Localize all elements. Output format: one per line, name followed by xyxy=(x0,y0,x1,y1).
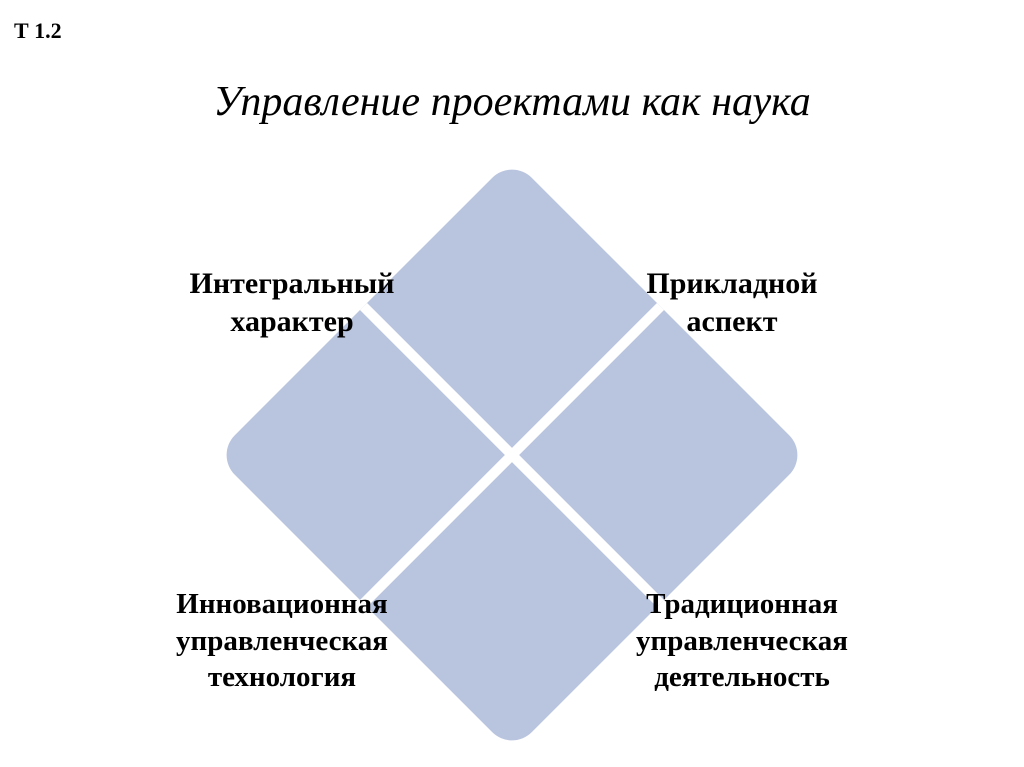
label-line: Интегральный xyxy=(112,265,472,303)
label-line: Прикладной xyxy=(552,265,912,303)
label-line: характер xyxy=(112,303,472,341)
label-line: Традиционная xyxy=(552,586,932,622)
label-line: деятельность xyxy=(552,659,932,695)
label-line: аспект xyxy=(552,303,912,341)
label-line: технология xyxy=(92,659,472,695)
label-line: управленческая xyxy=(92,623,472,659)
label-bottom-right: Традиционная управленческая деятельность xyxy=(552,586,932,695)
page-title: Управление проектами как наука xyxy=(0,78,1024,126)
corner-label: Т 1.2 xyxy=(14,18,62,44)
label-line: Инновационная xyxy=(92,586,472,622)
label-bottom-left: Инновационная управленческая технология xyxy=(92,586,472,695)
label-line: управленческая xyxy=(552,623,932,659)
label-top-right: Прикладной аспект xyxy=(552,265,912,340)
diamond-diagram: Интегральный характер Прикладной аспект … xyxy=(232,175,792,735)
label-top-left: Интегральный характер xyxy=(112,265,472,340)
